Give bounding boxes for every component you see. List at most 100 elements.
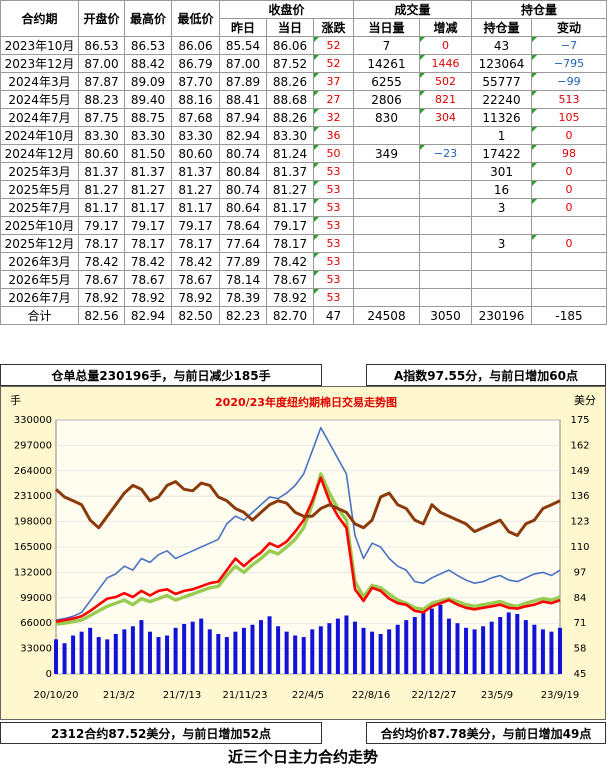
cell-open: 82.56: [78, 306, 125, 325]
header-volume: 成交量: [352, 0, 473, 19]
cell-low: 87.70: [171, 72, 220, 91]
cell-close: 88.68: [266, 90, 314, 109]
table-row: 2026年7月 78.92 78.92 78.92 78.39 78.92 53: [0, 288, 608, 307]
volume-bar: [267, 616, 272, 674]
cell-vol: 6255: [353, 72, 420, 91]
cell-oi: 123064: [471, 54, 533, 73]
cell-high: 78.92: [124, 288, 172, 307]
volume-bar: [207, 629, 212, 674]
chart-title: 2020/23年度纽约期棉日交易走势图: [215, 395, 397, 409]
cell-oi-chg: −7: [531, 36, 608, 55]
cell-contract: 2026年7月: [0, 288, 79, 307]
cell-vol: [353, 270, 420, 289]
cell-open: 87.75: [78, 108, 125, 127]
y-tick-right: 97: [574, 567, 587, 578]
volume-bar: [352, 621, 357, 674]
cell-high: 88.75: [124, 108, 172, 127]
oi-summary: 仓单总量230196手，与前日减少185手: [0, 364, 322, 386]
cell-oi-chg: 105: [531, 108, 608, 127]
cell-open: 78.42: [78, 252, 125, 271]
cell-prev: 78.64: [219, 216, 267, 235]
header-vol-chg: 增减: [418, 18, 473, 37]
volume-bar: [88, 627, 93, 674]
cell-close: 81.27: [266, 180, 314, 199]
cell-oi-chg: [531, 288, 608, 307]
volume-bar: [335, 618, 340, 674]
cell-contract: 2023年12月: [0, 54, 79, 73]
cell-open: 79.17: [78, 216, 125, 235]
cell-low: 81.17: [171, 198, 220, 217]
y-tick-left: 264000: [14, 466, 52, 477]
cell-vol-chg: [418, 234, 473, 253]
volume-bar: [147, 631, 152, 674]
cell-open: 87.00: [78, 54, 125, 73]
volume-bar: [156, 637, 161, 674]
series-line-1: [55, 426, 561, 621]
cell-oi-chg: 0: [531, 126, 608, 145]
cell-vol: [353, 252, 420, 271]
volume-bar: [438, 604, 443, 674]
cell-vol: [353, 198, 420, 217]
cell-open: 83.30: [78, 126, 125, 145]
cell-chg: 47: [313, 306, 354, 325]
cell-prev: 80.84: [219, 162, 267, 181]
y-tick-left: 231000: [14, 491, 52, 502]
y-tick-left: 99000: [20, 593, 52, 604]
cell-vol-chg: [418, 288, 473, 307]
volume-bar: [71, 635, 76, 674]
header-vol: 当日量: [353, 18, 420, 37]
cell-low: 81.37: [171, 162, 220, 181]
cell-open: 80.60: [78, 144, 125, 163]
cell-oi: 3: [471, 198, 533, 217]
volume-bar: [259, 620, 264, 674]
cell-chg: 53: [313, 162, 354, 181]
cell-close: 82.70: [266, 306, 314, 325]
volume-bar: [395, 624, 400, 674]
cell-vol-chg: [418, 252, 473, 271]
cell-oi: 301: [471, 162, 533, 181]
volume-bar: [481, 626, 486, 674]
cell-oi-chg: 0: [531, 180, 608, 199]
cell-prev: 80.64: [219, 198, 267, 217]
cell-oi: [471, 270, 533, 289]
table-row: 2025年10月 79.17 79.17 79.17 78.64 79.17 53: [0, 216, 608, 235]
cell-contract: 2023年10月: [0, 36, 79, 55]
cell-close: 78.17: [266, 234, 314, 253]
cell-close: 79.17: [266, 216, 314, 235]
average-summary: 合约均价87.78美分，与前日增加49点: [366, 722, 606, 744]
volume-bar: [79, 631, 84, 674]
cell-vol-chg: 1446: [418, 54, 473, 73]
table-row: 2025年3月 81.37 81.37 81.37 80.84 81.37 53 301 0: [0, 162, 608, 181]
x-tick: 23/9/19: [541, 690, 580, 701]
y-tick-left: 33000: [20, 644, 52, 655]
cell-chg: 53: [313, 216, 354, 235]
cell-vol-chg: [418, 180, 473, 199]
header-contract: 合约期: [0, 0, 79, 37]
volume-bar: [122, 629, 127, 674]
table-row: 2024年7月 87.75 88.75 87.68 87.94 88.26 32 830 304…: [0, 108, 608, 127]
cell-close: 78.42: [266, 252, 314, 271]
volume-bar: [370, 631, 375, 674]
x-tick: 23/5/9: [481, 690, 513, 701]
volume-bar: [199, 618, 204, 674]
cell-contract: 2026年5月: [0, 270, 79, 289]
cell-vol: [353, 162, 420, 181]
header-low: 最低价: [171, 0, 220, 37]
cell-close: 83.30: [266, 126, 314, 145]
cell-close: 78.67: [266, 270, 314, 289]
cell-high: 78.42: [124, 252, 172, 271]
cell-oi: 11326: [471, 108, 533, 127]
cell-oi: 55777: [471, 72, 533, 91]
volume-bar: [549, 631, 554, 674]
volume-bar: [540, 629, 545, 674]
table-row: 2024年3月 87.87 89.09 87.70 87.89 88.26 37 6255 50…: [0, 72, 608, 91]
cell-vol: 830: [353, 108, 420, 127]
cell-oi-chg: 0: [531, 234, 608, 253]
cell-close: 87.52: [266, 54, 314, 73]
header-trade-price: 收盘价: [219, 0, 354, 19]
volume-bar: [515, 613, 520, 674]
contract-summary: 2312合约87.52美分，与前日增加52点: [0, 722, 322, 744]
y-tick-right: 123: [570, 517, 589, 528]
series-line-2: [55, 476, 561, 623]
